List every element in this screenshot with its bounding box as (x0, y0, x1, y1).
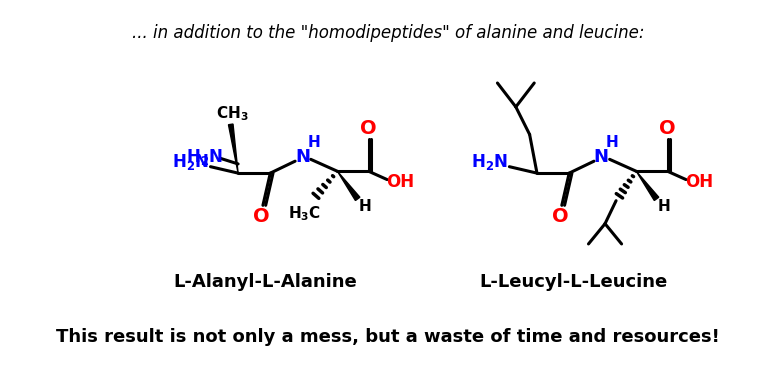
Text: OH: OH (386, 173, 414, 191)
Text: O: O (660, 119, 676, 138)
Text: L-Leucyl-L-Leucine: L-Leucyl-L-Leucine (480, 273, 668, 291)
Text: $\mathregular{H_3C}$: $\mathregular{H_3C}$ (288, 204, 320, 223)
Polygon shape (338, 171, 360, 201)
Text: $\mathregular{H_2N}$: $\mathregular{H_2N}$ (470, 152, 508, 172)
Text: ... in addition to the "homodipeptides" of alanine and leucine:: ... in addition to the "homodipeptides" … (132, 24, 644, 42)
Text: $\mathregular{H_2N}$: $\mathregular{H_2N}$ (171, 152, 209, 172)
Text: O: O (253, 207, 269, 226)
Text: O: O (360, 119, 377, 138)
Text: H: H (307, 135, 320, 150)
Text: O: O (552, 207, 568, 226)
Text: OH: OH (684, 173, 713, 191)
Text: H: H (606, 135, 618, 150)
Polygon shape (636, 171, 659, 201)
Text: H: H (657, 199, 670, 214)
Text: N: N (594, 148, 609, 166)
Text: N: N (295, 148, 310, 166)
Text: H: H (359, 199, 372, 214)
Text: $\mathregular{H_2N}$: $\mathregular{H_2N}$ (185, 147, 223, 167)
Text: $\mathregular{CH_3}$: $\mathregular{CH_3}$ (217, 104, 249, 123)
Text: This result is not only a mess, but a waste of time and resources!: This result is not only a mess, but a wa… (56, 328, 720, 346)
Text: L-Alanyl-L-Alanine: L-Alanyl-L-Alanine (174, 273, 358, 291)
Polygon shape (228, 124, 238, 173)
